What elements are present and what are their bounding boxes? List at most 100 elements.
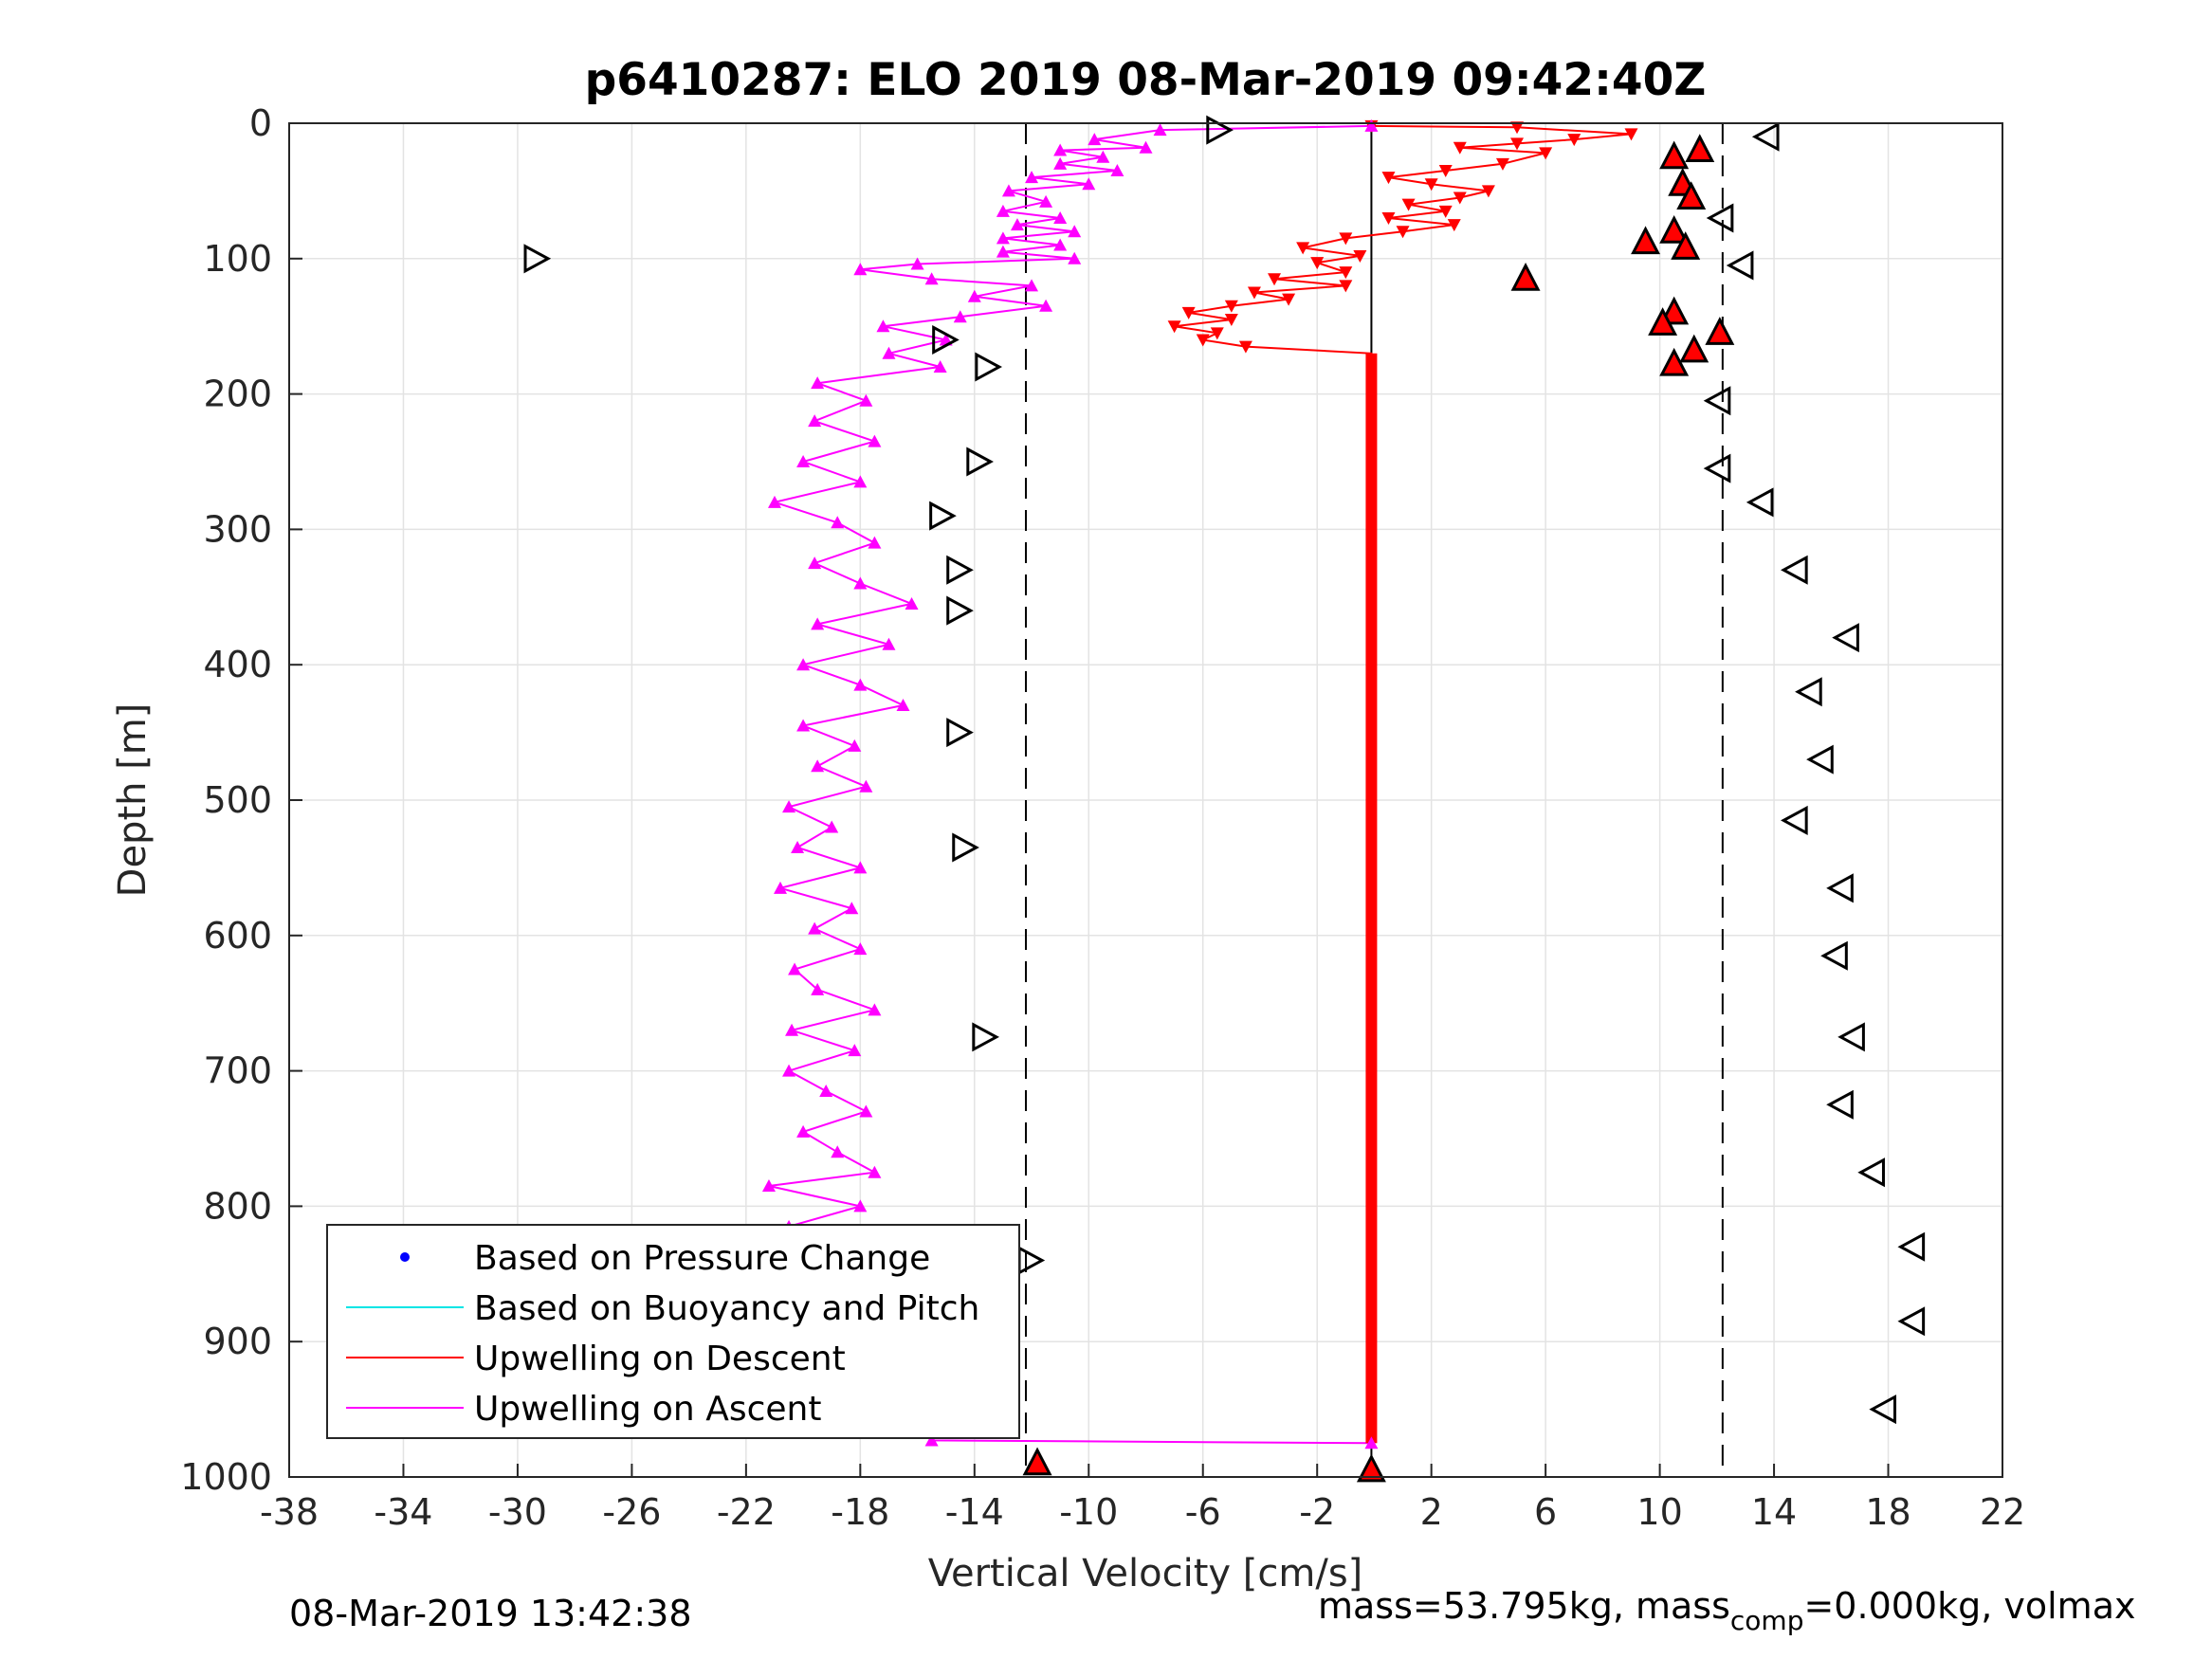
ascent-triangle-marker (1795, 677, 1822, 707)
x-tick-label: -6 (1185, 1491, 1221, 1533)
upwelling-ascent-point (853, 678, 868, 691)
upwelling-ascent-point (876, 319, 890, 333)
descent-triangle-marker (946, 595, 974, 626)
upwelling-triangle-marker (1676, 181, 1707, 210)
upwelling-descent-point (1381, 172, 1396, 185)
upwelling-ascent-point (1068, 251, 1082, 264)
upwelling-ascent-point (882, 346, 896, 359)
upwelling-descent-point (1438, 164, 1453, 177)
upwelling-ascent-point (782, 800, 796, 813)
upwelling-ascent-point (1039, 299, 1053, 312)
ascent-triangle-marker (1869, 1395, 1897, 1425)
x-tick-label: -18 (831, 1491, 889, 1533)
x-tick-label: 10 (1636, 1491, 1682, 1533)
upwelling-ascent-point (811, 376, 825, 390)
descent-triangle-marker (1017, 1246, 1046, 1276)
x-tick-label: 18 (1865, 1491, 1910, 1533)
upwelling-ascent-point (761, 1178, 776, 1192)
upwelling-ascent-point (825, 820, 839, 833)
upwelling-descent-point (1495, 157, 1509, 171)
x-tick-label: -30 (488, 1491, 547, 1533)
ascent-triangle-marker (1897, 1231, 1926, 1262)
upwelling-ascent-point (811, 982, 825, 995)
footer-timestamp: 08-Mar-2019 13:42:38 (289, 1593, 692, 1634)
upwelling-ascent-point (808, 556, 822, 570)
upwelling-descent-point (1247, 286, 1261, 300)
upwelling-ascent-point (924, 1433, 939, 1447)
upwelling-descent-point (1510, 121, 1525, 135)
upwelling-descent-point (1447, 219, 1461, 232)
upwelling-triangle-marker (1659, 347, 1690, 376)
upwelling-descent-point (1339, 266, 1353, 280)
descent-triangle-marker (966, 447, 994, 477)
upwelling-ascent-point (1025, 171, 1039, 184)
upwelling-ascent-point (767, 495, 781, 508)
y-axis-label: Depth [m] (111, 703, 155, 898)
upwelling-ascent-point (1068, 225, 1082, 238)
upwelling-ascent-point (1010, 218, 1024, 231)
upwelling-ascent-point (811, 759, 825, 773)
upwelling-ascent-point (1153, 123, 1167, 137)
upwelling-ascent-point (785, 1023, 799, 1036)
ascent-triangle-marker (1726, 250, 1754, 281)
x-tick-label: 6 (1534, 1491, 1557, 1533)
upwelling-ascent-point (1025, 279, 1039, 292)
upwelling-ascent-point (796, 719, 811, 732)
upwelling-ascent-point (791, 840, 805, 853)
upwelling-ascent-point (853, 1199, 868, 1212)
upwelling-ascent-point (996, 204, 1010, 217)
upwelling-ascent-point (811, 617, 825, 630)
upwelling-ascent-point (1110, 163, 1124, 176)
x-tick-label: -2 (1299, 1491, 1335, 1533)
descent-triangle-marker (523, 244, 552, 274)
upwelling-ascent-point (853, 263, 868, 276)
upwelling-ascent-point (1364, 118, 1379, 132)
ascent-triangle-marker (1781, 805, 1808, 835)
descent-triangle-marker (1206, 115, 1234, 145)
upwelling-descent-point (1510, 137, 1525, 151)
y-tick-label: 300 (203, 508, 272, 550)
x-tick-label: -14 (945, 1491, 1004, 1533)
series-lines (768, 124, 1632, 1445)
x-tick-label: 2 (1420, 1491, 1443, 1533)
upwelling-descent-point (1353, 249, 1367, 263)
mass-text: mass=53.795kg, mass (1318, 1585, 1730, 1627)
upwelling-zero-column (1365, 353, 1378, 1444)
upwelling-ascent-point (953, 310, 967, 323)
legend-box (326, 1224, 1020, 1439)
descent-triangle-marker (932, 324, 960, 355)
upwelling-descent-point (1224, 300, 1238, 313)
y-tick-label: 0 (249, 102, 272, 144)
upwelling-triangle-marker (1356, 1453, 1386, 1483)
upwelling-ascent-point (1364, 1436, 1379, 1449)
upwelling-triangle-marker (1671, 231, 1701, 260)
upwelling-triangle-marker (1705, 317, 1735, 345)
upwelling-ascent-point (868, 434, 882, 447)
upwelling-ascent-point (819, 1085, 833, 1098)
upwelling-descent-point (1238, 340, 1252, 354)
ascent-triangle-marker (1857, 1158, 1885, 1188)
upwelling-triangle-marker (1659, 140, 1690, 170)
upwelling-ascent-point (1053, 238, 1068, 251)
upwelling-ascent-point (774, 881, 788, 894)
upwelling-descent-point (1381, 211, 1396, 225)
upwelling-ascent-point (808, 414, 822, 428)
ascent-triangle-marker (1706, 203, 1734, 233)
x-tick-label: -22 (717, 1491, 776, 1533)
upwelling-descent-point (1268, 273, 1282, 286)
upwelling-descent-point (1453, 191, 1467, 205)
upwelling-ascent-point (1039, 194, 1053, 208)
upwelling-triangle-marker (1510, 262, 1541, 291)
upwelling-ascent-point (1053, 143, 1068, 156)
upwelling-descent-point (1282, 293, 1296, 306)
upwelling-ascent-point (782, 1064, 796, 1077)
y-tick-label: 500 (203, 779, 272, 821)
upwelling-descent-point (1567, 134, 1581, 147)
x-tick-label: -38 (260, 1491, 319, 1533)
upwelling-triangle-marker (1659, 214, 1690, 244)
mass-rest: =0.000kg, volmax (1803, 1585, 2136, 1627)
grid-lines (288, 122, 2003, 1478)
upwelling-descent-point (1181, 306, 1196, 319)
legend-label: Based on Buoyancy and Pitch (474, 1289, 979, 1328)
upwelling-ascent-point (910, 257, 924, 270)
